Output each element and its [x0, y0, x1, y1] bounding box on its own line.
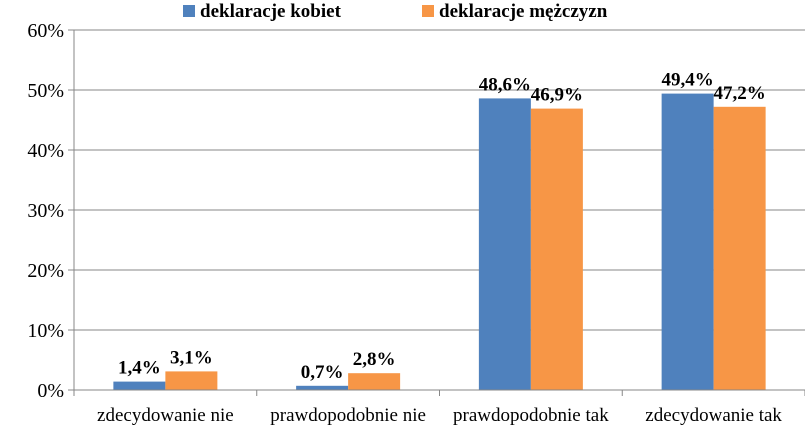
data-label-deklaracje-kobiet-zdecydowanie-tak: 49,4% [662, 70, 714, 91]
data-label-deklaracje-mezczyzn-prawdopodobnie-tak: 46,9% [531, 85, 583, 106]
legend-label-deklaracje-mezczyzn: deklaracje mężczyzn [439, 1, 608, 22]
x-axis-category-labels: zdecydowanie nie prawdopodobnie nie prawdo… [97, 405, 782, 426]
bar-deklaracje-mezczyzn-zdecydowanie-tak [713, 106, 766, 391]
x-category-label-zdecydowanie-tak: zdecydowanie tak [645, 405, 782, 426]
bar-deklaracje-kobiet-zdecydowanie-tak [661, 93, 714, 390]
data-label-deklaracje-mezczyzn-prawdopodobnie-nie: 2,8% [353, 349, 396, 370]
y-tick-label-10: 10% [27, 320, 64, 342]
bar-deklaracje-mezczyzn-prawdopodobnie-tak [530, 108, 583, 390]
y-tick-label-60: 60% [27, 20, 64, 42]
chart-data-labels: 1,4% 3,1% 0,7% 2,8% 48,6% 46,9% 49,4%47,2% [118, 70, 766, 383]
chart-axes [73, 30, 805, 396]
legend-label-deklaracje-kobiet: deklaracje kobiet [200, 1, 342, 22]
y-tick-label-0: 0% [37, 380, 64, 402]
data-label-deklaracje-mezczyzn-zdecydowanie-tak: 47,2% [714, 83, 766, 104]
chart-legend: deklaracje kobiet deklaracje mężczyzn [183, 1, 608, 22]
legend-swatch-deklaracje-kobiet [183, 5, 195, 17]
data-label-deklaracje-kobiet-zdecydowanie-nie: 1,4% [118, 358, 161, 379]
data-label-deklaracje-kobiet-prawdopodobnie-nie: 0,7% [301, 362, 344, 383]
y-tick-label-30: 30% [27, 200, 64, 222]
bar-deklaracje-kobiet-prawdopodobnie-nie [296, 385, 349, 390]
data-label-deklaracje-kobiet-prawdopodobnie-tak: 48,6% [479, 74, 531, 95]
y-axis-tick-labels: 0% 10% 20% 30% 40% 50% 60% [27, 20, 64, 402]
bar-deklaracje-kobiet-zdecydowanie-nie [113, 381, 166, 390]
chart-bars [113, 93, 766, 391]
y-tick-label-40: 40% [27, 140, 64, 162]
y-tick-label-20: 20% [27, 260, 64, 282]
bar-deklaracje-mezczyzn-zdecydowanie-nie [165, 371, 218, 390]
legend-swatch-deklaracje-mezczyzn [422, 5, 434, 17]
data-label-deklaracje-mezczyzn-zdecydowanie-nie: 3,1% [170, 347, 213, 368]
x-category-label-prawdopodobnie-tak: prawdopodobnie tak [453, 405, 609, 426]
bar-deklaracje-kobiet-prawdopodobnie-tak [478, 98, 531, 391]
bar-deklaracje-mezczyzn-prawdopodobnie-nie [348, 373, 401, 390]
x-category-label-zdecydowanie-nie: zdecydowanie nie [97, 405, 234, 426]
y-tick-label-50: 50% [27, 80, 64, 102]
x-category-label-prawdopodobnie-nie: prawdopodobnie nie [270, 405, 426, 426]
